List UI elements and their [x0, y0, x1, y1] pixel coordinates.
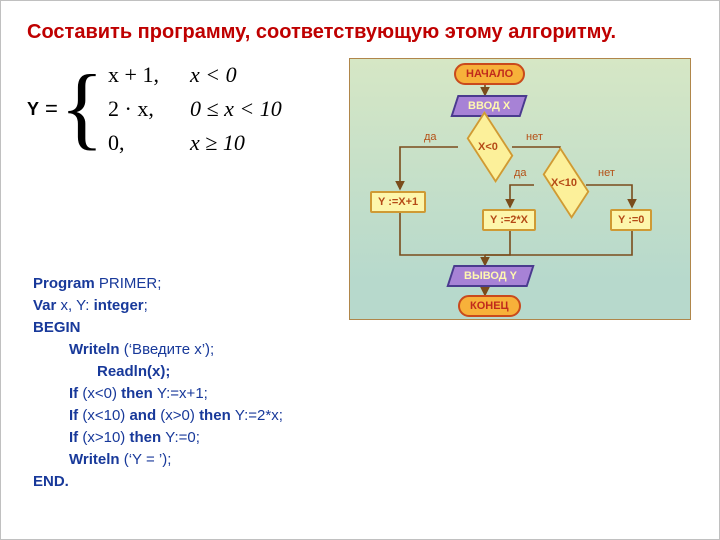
code-text: x, Y:: [61, 297, 94, 314]
code-line: Program PRIMER;: [33, 273, 283, 295]
code-text: (‘Введите х’);: [124, 341, 214, 358]
code-text: (‘Y = ’);: [124, 451, 172, 468]
flow-input-label: ВВОД X: [468, 100, 510, 112]
kw-writeln: Writeln: [69, 451, 124, 468]
flow-cond1-label: X<0: [458, 141, 518, 153]
kw-begin: BEGIN: [33, 319, 81, 336]
page-title: Составить программу, соответствующую это…: [27, 21, 693, 44]
code-text: (x>0): [160, 407, 199, 424]
code-listing: Program PRIMER; Var x, Y: integer; BEGIN…: [33, 273, 283, 493]
formula-lhs: Y: [27, 99, 39, 120]
flowchart-panel: НАЧАЛО ВВОД X X<0 X<10 да нет да нет Y :…: [349, 58, 691, 320]
kw-integer: integer: [94, 297, 144, 314]
case-expr: x + 1,: [108, 58, 190, 92]
edge-yes-1: да: [424, 131, 437, 143]
kw-if: If: [69, 407, 82, 424]
edge-no-2: нет: [598, 167, 615, 179]
flow-output: ВЫВОД Y: [446, 265, 534, 287]
formula-cases: x + 1, x < 0 2 · x, 0 ≤ x < 10 0, x ≥ 10: [108, 58, 282, 160]
code-line: Var x, Y: integer;: [33, 295, 283, 317]
kw-if: If: [69, 429, 82, 446]
code-text: Y:=0;: [165, 429, 200, 446]
kw-then: then: [199, 407, 235, 424]
case-cond: x ≥ 10: [190, 126, 245, 160]
case-cond: 0 ≤ x < 10: [190, 92, 282, 126]
flow-output-label: ВЫВОД Y: [464, 270, 517, 282]
case-row: 0, x ≥ 10: [108, 126, 282, 160]
kw-then: then: [121, 385, 157, 402]
kw-and: and: [129, 407, 160, 424]
code-text: PRIMER;: [99, 275, 162, 292]
flow-input: ВВОД X: [450, 95, 527, 117]
case-expr: 2 · x,: [108, 92, 190, 126]
code-line: If (x<0) then Y:=x+1;: [69, 383, 283, 405]
code-line: Writeln (‘Y = ’);: [69, 449, 283, 471]
code-line: BEGIN: [33, 317, 283, 339]
kw-end: END.: [33, 473, 69, 490]
kw-var: Var: [33, 297, 61, 314]
curly-brace-icon: {: [60, 67, 104, 147]
code-line: Readln(x);: [97, 361, 283, 383]
edge-yes-2: да: [514, 167, 527, 179]
code-text: ;: [144, 297, 148, 314]
formula-eq: =: [45, 96, 58, 122]
kw-writeln: Writeln: [69, 341, 124, 358]
kw-readln: Readln(x);: [97, 363, 170, 380]
code-line: Writeln (‘Введите х’);: [69, 339, 283, 361]
case-row: x + 1, x < 0: [108, 58, 282, 92]
case-row: 2 · x, 0 ≤ x < 10: [108, 92, 282, 126]
flow-proc3: Y :=0: [610, 209, 652, 231]
kw-program: Program: [33, 275, 99, 292]
code-line: If (x<10) and (x>0) then Y:=2*x;: [69, 405, 283, 427]
flow-proc1: Y :=X+1: [370, 191, 426, 213]
code-text: (x<10): [82, 407, 129, 424]
case-cond: x < 0: [190, 58, 237, 92]
code-text: Y:=x+1;: [157, 385, 208, 402]
flow-cond2-label: X<10: [534, 177, 594, 189]
kw-if: If: [69, 385, 82, 402]
flow-proc2: Y :=2*X: [482, 209, 536, 231]
kw-then: then: [129, 429, 165, 446]
flow-end: КОНЕЦ: [458, 295, 521, 317]
code-line: If (x>10) then Y:=0;: [69, 427, 283, 449]
slide-page: Составить программу, соответствующую это…: [0, 0, 720, 540]
case-expr: 0,: [108, 126, 190, 160]
code-text: (x<0): [82, 385, 121, 402]
flow-begin: НАЧАЛО: [454, 63, 525, 85]
edge-no-1: нет: [526, 131, 543, 143]
code-text: Y:=2*x;: [235, 407, 283, 424]
piecewise-formula: Y = { x + 1, x < 0 2 · x, 0 ≤ x < 10 0, …: [27, 58, 337, 160]
code-text: (x>10): [82, 429, 129, 446]
code-line: END.: [33, 471, 283, 493]
